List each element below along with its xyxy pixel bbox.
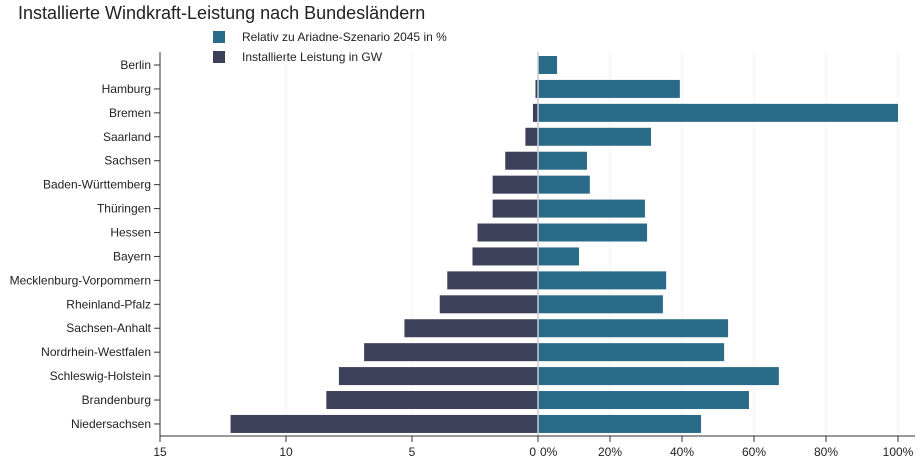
x-tick-label-pct: 20% xyxy=(598,445,622,459)
category-label: Mecklenburg-Vorpommern xyxy=(10,273,151,287)
x-tick-label-pct: 100% xyxy=(883,445,914,459)
bar-gw-6 xyxy=(492,199,538,218)
bar-pct-7 xyxy=(538,223,648,242)
legend-swatch-relative xyxy=(213,31,225,43)
bar-pct-9 xyxy=(538,271,667,290)
bar-gw-10 xyxy=(439,295,538,314)
category-label: Sachsen xyxy=(104,154,151,168)
legend-label-gw: Installierte Leistung in GW xyxy=(242,50,383,64)
x-tick-label-pct: 0% xyxy=(540,445,558,459)
bar-pct-5 xyxy=(538,175,590,194)
x-tick-label-gw: 5 xyxy=(409,445,416,459)
bar-pct-4 xyxy=(538,151,587,170)
category-label: Brandenburg xyxy=(82,393,151,407)
category-label: Thüringen xyxy=(97,202,151,216)
bar-gw-4 xyxy=(505,151,538,170)
bar-pct-8 xyxy=(538,247,580,266)
bar-pct-2 xyxy=(538,103,898,122)
bar-pct-1 xyxy=(538,79,680,98)
category-label: Hessen xyxy=(110,226,151,240)
bar-gw-14 xyxy=(326,391,538,410)
bar-pct-0 xyxy=(538,56,558,74)
category-label: Schleswig-Holstein xyxy=(50,369,151,383)
bar-gw-9 xyxy=(447,271,538,290)
x-tick-label-gw: 15 xyxy=(153,445,167,459)
bars xyxy=(230,56,898,433)
category-label: Niedersachsen xyxy=(71,417,151,431)
bar-gw-2 xyxy=(532,103,538,122)
chart-title: Installierte Windkraft-Leistung nach Bun… xyxy=(18,3,425,23)
category-label: Saarland xyxy=(103,130,151,144)
x-tick-label-gw: 0 xyxy=(529,445,536,459)
category-label: Bayern xyxy=(113,249,151,263)
bar-gw-12 xyxy=(364,343,538,362)
bar-pct-11 xyxy=(538,319,729,338)
category-label: Baden-Württemberg xyxy=(43,178,151,192)
category-label: Bremen xyxy=(109,106,151,120)
category-label: Sachsen-Anhalt xyxy=(66,321,151,335)
legend: Relativ zu Ariadne-Szenario 2045 in % In… xyxy=(213,30,447,64)
category-label: Rheinland-Pfalz xyxy=(66,297,151,311)
x-tick-label-pct: 80% xyxy=(814,445,838,459)
bar-pct-14 xyxy=(538,391,749,410)
bar-gw-5 xyxy=(492,175,538,194)
category-label: Nordrhein-Westfalen xyxy=(41,345,151,359)
bar-gw-1 xyxy=(535,79,538,98)
bar-gw-7 xyxy=(477,223,538,242)
bar-pct-6 xyxy=(538,199,645,218)
bar-pct-3 xyxy=(538,127,652,146)
category-label: Hamburg xyxy=(102,82,151,96)
x-tick-label-gw: 10 xyxy=(279,445,293,459)
legend-swatch-gw xyxy=(213,51,225,63)
category-label: Berlin xyxy=(120,58,151,72)
bar-gw-8 xyxy=(472,247,538,266)
x-tick-label-pct: 60% xyxy=(742,445,766,459)
bar-gw-15 xyxy=(230,414,538,433)
bar-pct-10 xyxy=(538,295,663,314)
legend-label-relative: Relativ zu Ariadne-Szenario 2045 in % xyxy=(242,30,447,44)
x-tick-label-pct: 40% xyxy=(670,445,694,459)
bar-pct-15 xyxy=(538,414,702,433)
bar-pct-12 xyxy=(538,343,725,362)
bar-gw-3 xyxy=(525,127,538,146)
bar-pct-13 xyxy=(538,367,779,386)
bar-gw-13 xyxy=(338,367,538,386)
axes: Berlin Hamburg Bremen Saarland Sachsen Baden-… xyxy=(10,52,915,459)
bar-gw-11 xyxy=(404,319,538,338)
